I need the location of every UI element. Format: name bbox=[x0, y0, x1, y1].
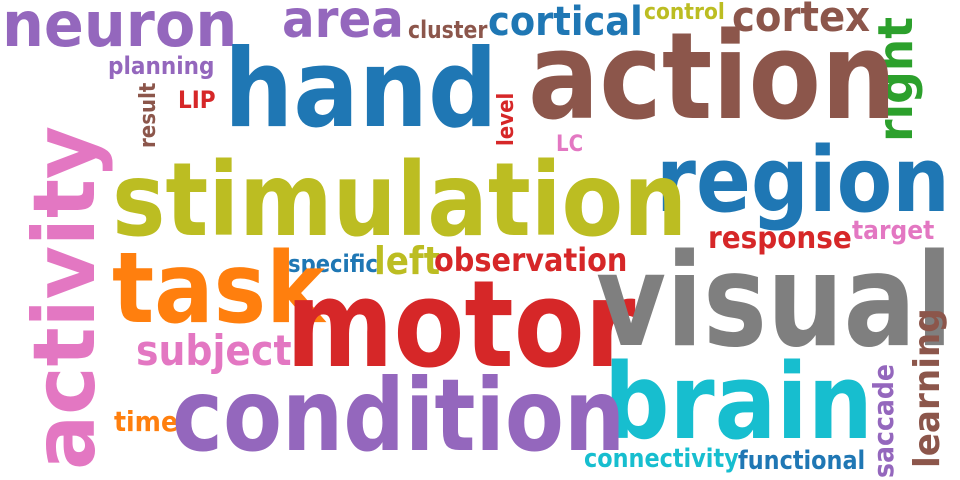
word-subject: subject bbox=[136, 326, 292, 375]
word-region: region bbox=[656, 128, 950, 233]
word-lc: LC bbox=[556, 132, 584, 157]
word-learning: learning bbox=[907, 308, 948, 468]
word-activity: activity bbox=[15, 125, 115, 470]
word-saccade: saccade bbox=[867, 363, 900, 478]
word-lip: LIP bbox=[178, 86, 216, 114]
word-task: task bbox=[112, 232, 325, 346]
word-condition: condition bbox=[172, 357, 626, 474]
word-time: time bbox=[114, 405, 179, 438]
word-cortical: cortical bbox=[488, 0, 643, 45]
word-functional: functional bbox=[738, 446, 866, 476]
word-observation: observation bbox=[434, 241, 628, 279]
word-level: level bbox=[494, 92, 519, 146]
word-target: target bbox=[852, 216, 935, 246]
word-area: area bbox=[282, 0, 404, 50]
word-connectivity: connectivity bbox=[584, 444, 739, 474]
word-motor: motor bbox=[286, 256, 636, 395]
word-left: left bbox=[374, 239, 441, 283]
word-specific: specific bbox=[288, 250, 378, 278]
word-brain: brain bbox=[604, 341, 873, 463]
word-cluster: cluster bbox=[408, 16, 488, 44]
word-stimulation: stimulation bbox=[112, 141, 688, 260]
word-cortex: cortex bbox=[732, 0, 871, 41]
word-action: action bbox=[528, 8, 897, 147]
word-visual: visual bbox=[596, 227, 953, 376]
word-neuron: neuron bbox=[2, 0, 238, 61]
word-planning: planning bbox=[108, 52, 215, 80]
word-control: control bbox=[644, 0, 725, 25]
word-hand: hand bbox=[224, 27, 498, 152]
word-result: result bbox=[136, 82, 161, 148]
word-response: response bbox=[708, 221, 852, 256]
